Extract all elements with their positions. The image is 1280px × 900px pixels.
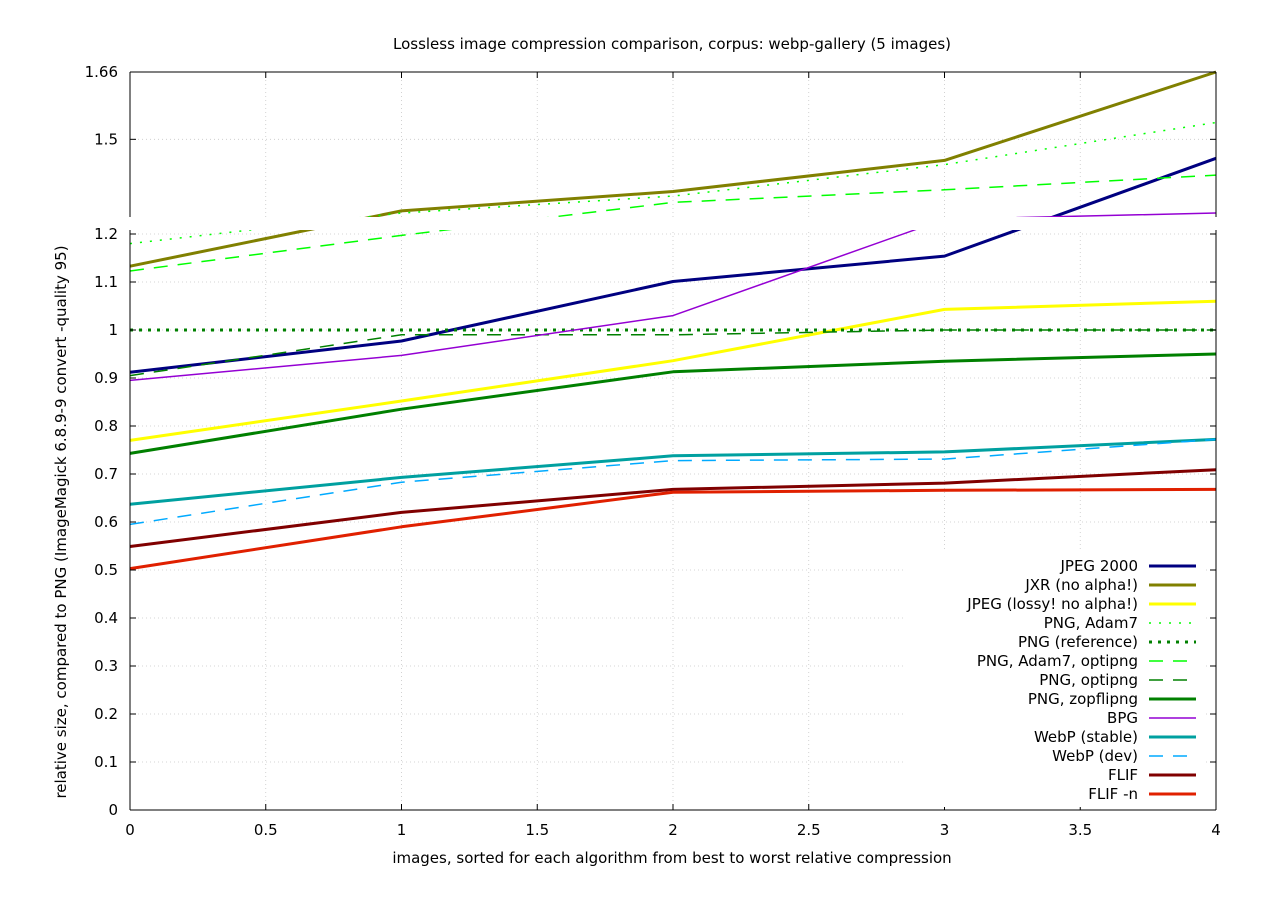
legend-label: FLIF -n <box>1088 785 1138 803</box>
series-line-7 <box>129 352 1217 455</box>
y-axis-title: relative size, compared to PNG (ImageMag… <box>52 245 70 798</box>
series-line-3 <box>129 121 1217 245</box>
y-tick-label: 0.4 <box>94 609 118 627</box>
y-tick-label: 1.2 <box>94 225 118 243</box>
x-tick-label: 4 <box>1211 821 1221 839</box>
y-tick-label: 1 <box>108 321 118 339</box>
y-tick-label: 0.6 <box>94 513 118 531</box>
legend-label: JPEG 2000 <box>1059 557 1138 575</box>
y-tick-label: 0 <box>108 801 118 819</box>
legend-label: WebP (dev) <box>1052 747 1138 765</box>
y-tick-labels: 0 0.1 0.2 0.3 0.4 0.5 0.6 0.7 0.8 0.9 1 1.1 1.2 1.5 1.… <box>85 63 118 819</box>
y-tick-label: 1.66 <box>85 63 118 81</box>
axis-break <box>122 217 1224 230</box>
x-axis-title: images, sorted for each algorithm from b… <box>392 849 951 867</box>
legend-label: PNG, optipng <box>1039 671 1138 689</box>
y-tick-label: 0.9 <box>94 369 118 387</box>
series-line-11 <box>129 468 1217 548</box>
y-tick-label: 0.8 <box>94 417 118 435</box>
y-tick-label: 1.5 <box>94 130 118 148</box>
chart-title: Lossless image compression comparison, c… <box>393 35 951 53</box>
series-line-2 <box>129 299 1217 442</box>
y-tick-label: 0.3 <box>94 657 118 675</box>
axis-break-gap <box>122 217 1224 230</box>
x-tick-label: 0.5 <box>254 821 278 839</box>
x-tick-label: 2.5 <box>797 821 821 839</box>
x-tick-label: 3.5 <box>1068 821 1092 839</box>
y-tick-label: 0.7 <box>94 465 118 483</box>
y-tick-label: 1.1 <box>94 273 118 291</box>
legend-label: WebP (stable) <box>1034 728 1138 746</box>
legend-label: BPG <box>1107 709 1138 727</box>
series-line-12 <box>129 487 1217 571</box>
x-tick-label: 0 <box>125 821 135 839</box>
x-tick-label: 3 <box>940 821 950 839</box>
x-tick-label: 2 <box>668 821 678 839</box>
x-tick-label: 1.5 <box>525 821 549 839</box>
y-tick-label: 0.5 <box>94 561 118 579</box>
y-tick-label: 0.1 <box>94 753 118 771</box>
legend-label: JXR (no alpha!) <box>1024 576 1138 594</box>
legend-label: PNG, Adam7, optipng <box>977 652 1138 670</box>
legend-label: FLIF <box>1108 766 1138 784</box>
legend-label: PNG, zopflipng <box>1028 690 1138 708</box>
grid <box>130 72 1216 810</box>
legend-label: PNG, Adam7 <box>1044 614 1138 632</box>
x-tick-labels: 0 0.5 1 1.5 2 2.5 3 3.5 4 <box>125 821 1221 839</box>
plot-frame <box>129 71 1217 811</box>
y-tick-label: 0.2 <box>94 705 118 723</box>
series-line-9 <box>129 437 1217 506</box>
x-tick-label: 1 <box>397 821 407 839</box>
legend-label: JPEG (lossy! no alpha!) <box>966 595 1138 613</box>
legend-label: PNG (reference) <box>1018 633 1138 651</box>
